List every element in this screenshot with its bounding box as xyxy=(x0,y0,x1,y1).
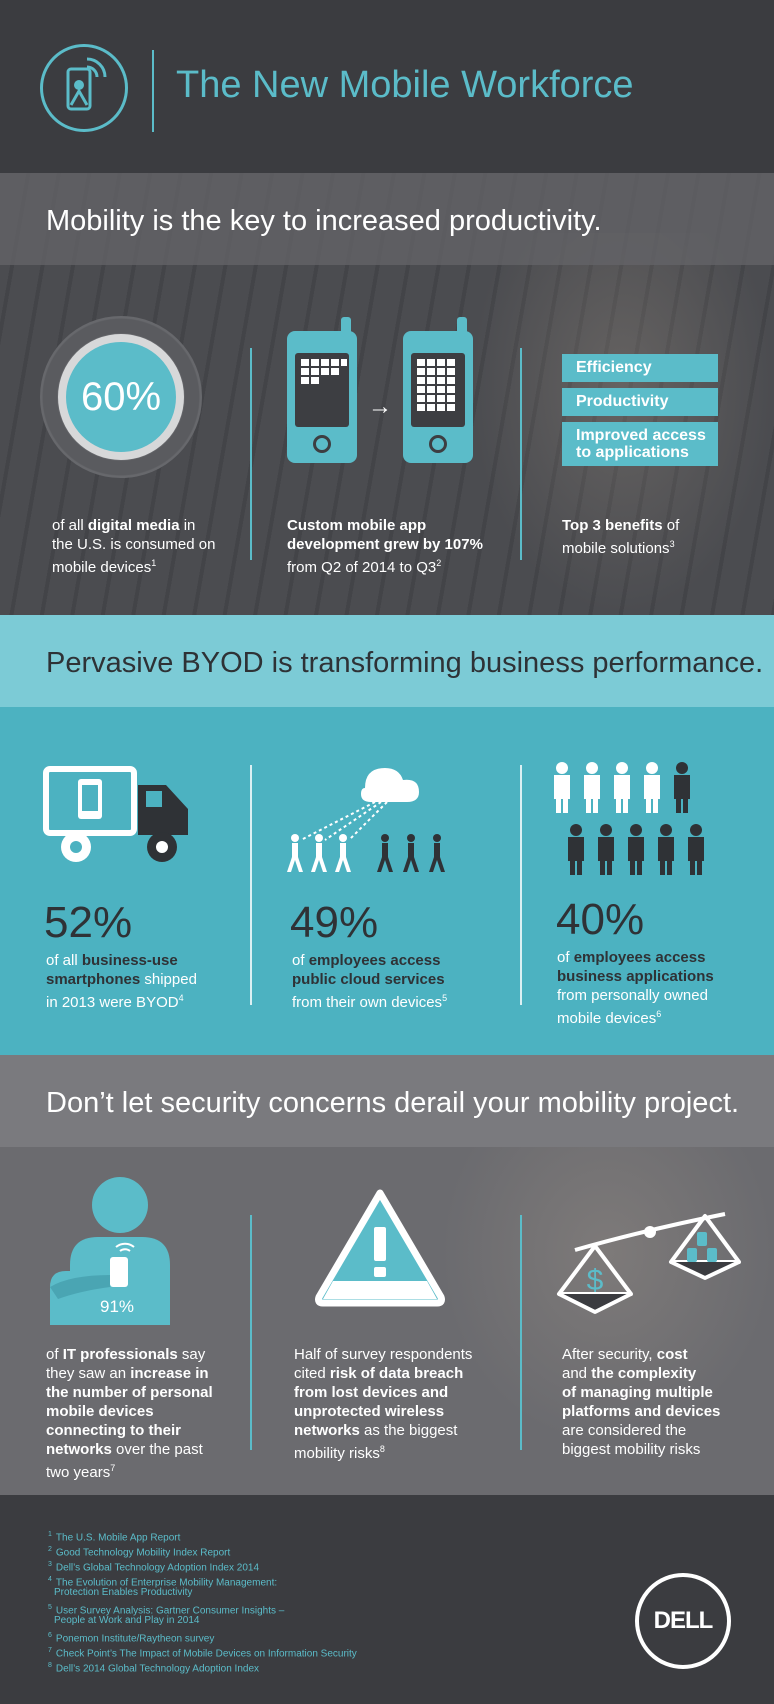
stat-value: 52% xyxy=(44,898,133,947)
benefit-label: Productivity xyxy=(562,388,718,416)
section-title: Pervasive BYOD is transforming business … xyxy=(46,647,764,679)
section-title-band xyxy=(0,615,774,707)
warning-icon xyxy=(315,1189,445,1307)
balance-scale-icon: $ xyxy=(557,1212,741,1314)
stat-caption: Half of survey respondents cited risk of… xyxy=(294,1346,473,1462)
divider xyxy=(520,765,522,1005)
section-title-band xyxy=(0,173,774,265)
benefit-label: Efficiency xyxy=(562,354,718,382)
stat-caption: Custom mobile app development grew by 10… xyxy=(287,517,483,576)
phone-before-icon xyxy=(287,317,357,463)
footnote: 6 Ponemon Institute/Raytheon survey xyxy=(48,1632,215,1645)
footnote: 2 Good Technology Mobility Index Report xyxy=(48,1546,231,1559)
stat-value: 40% xyxy=(556,895,645,944)
dell-logo: DELL xyxy=(635,1573,731,1669)
section-mobility: Mobility is the key to increased product… xyxy=(0,173,774,615)
employees-grid-icon xyxy=(554,762,704,875)
section-title-band xyxy=(0,1055,774,1147)
section-security: Don’t let security concerns derail your … xyxy=(0,1055,774,1495)
stat-value: 60% xyxy=(66,342,176,452)
header-divider xyxy=(152,50,154,132)
footnote: 3 Dell’s Global Technology Adoption Index… xyxy=(48,1561,260,1574)
icon-stat-value: 91% xyxy=(100,1297,135,1316)
phone-after-icon xyxy=(403,317,473,463)
divider xyxy=(250,348,252,560)
footnote: 7 Check Point’s The Impact of Mobile Devi… xyxy=(48,1647,357,1660)
background-photo xyxy=(440,1125,774,1445)
footnote: People at Work and Play in 2014 xyxy=(54,1615,200,1626)
stat-value: 49% xyxy=(290,898,379,947)
divider xyxy=(520,1215,522,1450)
svg-text:$: $ xyxy=(587,1264,604,1297)
arrow-right-icon: → xyxy=(368,393,392,420)
page-title: The New Mobile Workforce xyxy=(176,64,634,106)
stat-caption: After security, cost and the complexity … xyxy=(562,1346,721,1458)
section-byod: Pervasive BYOD is transforming business … xyxy=(0,615,774,1055)
footnote: 1 The U.S. Mobile App Report xyxy=(48,1531,181,1544)
footnote: Protection Enables Productivity xyxy=(54,1587,193,1598)
footnote: 8 Dell’s 2014 Global Technology Adoption … xyxy=(48,1662,260,1675)
divider xyxy=(520,348,522,560)
stat-caption: of employees access business application… xyxy=(557,949,714,1027)
it-professional-icon: 91% xyxy=(50,1175,190,1325)
divider xyxy=(250,1215,252,1450)
stat-caption: of all business-use smartphones shipped … xyxy=(46,952,197,1011)
divider xyxy=(250,765,252,1005)
mobile-worker-logo-icon xyxy=(40,44,128,132)
stat-caption: of employees access public cloud service… xyxy=(292,952,448,1011)
cloud-access-icon xyxy=(287,768,445,872)
section-title: Don’t let security concerns derail your … xyxy=(46,1087,740,1119)
stat-caption: of IT professionals say they saw an incr… xyxy=(46,1346,213,1481)
delivery-truck-icon xyxy=(43,766,188,862)
stat-caption: Top 3 benefits of mobile solutions3 xyxy=(562,517,680,557)
benefit-label: Improved access to applications xyxy=(562,422,718,466)
stat-caption: of all digital media in the U.S. is cons… xyxy=(52,517,216,576)
footnote: 5 User Survey Analysis: Gartner Consumer … xyxy=(48,1604,285,1617)
header: The New Mobile Workforce xyxy=(0,0,774,173)
footnote: 4 The Evolution of Enterprise Mobility Ma… xyxy=(48,1576,278,1589)
section-title: Mobility is the key to increased product… xyxy=(46,205,602,237)
